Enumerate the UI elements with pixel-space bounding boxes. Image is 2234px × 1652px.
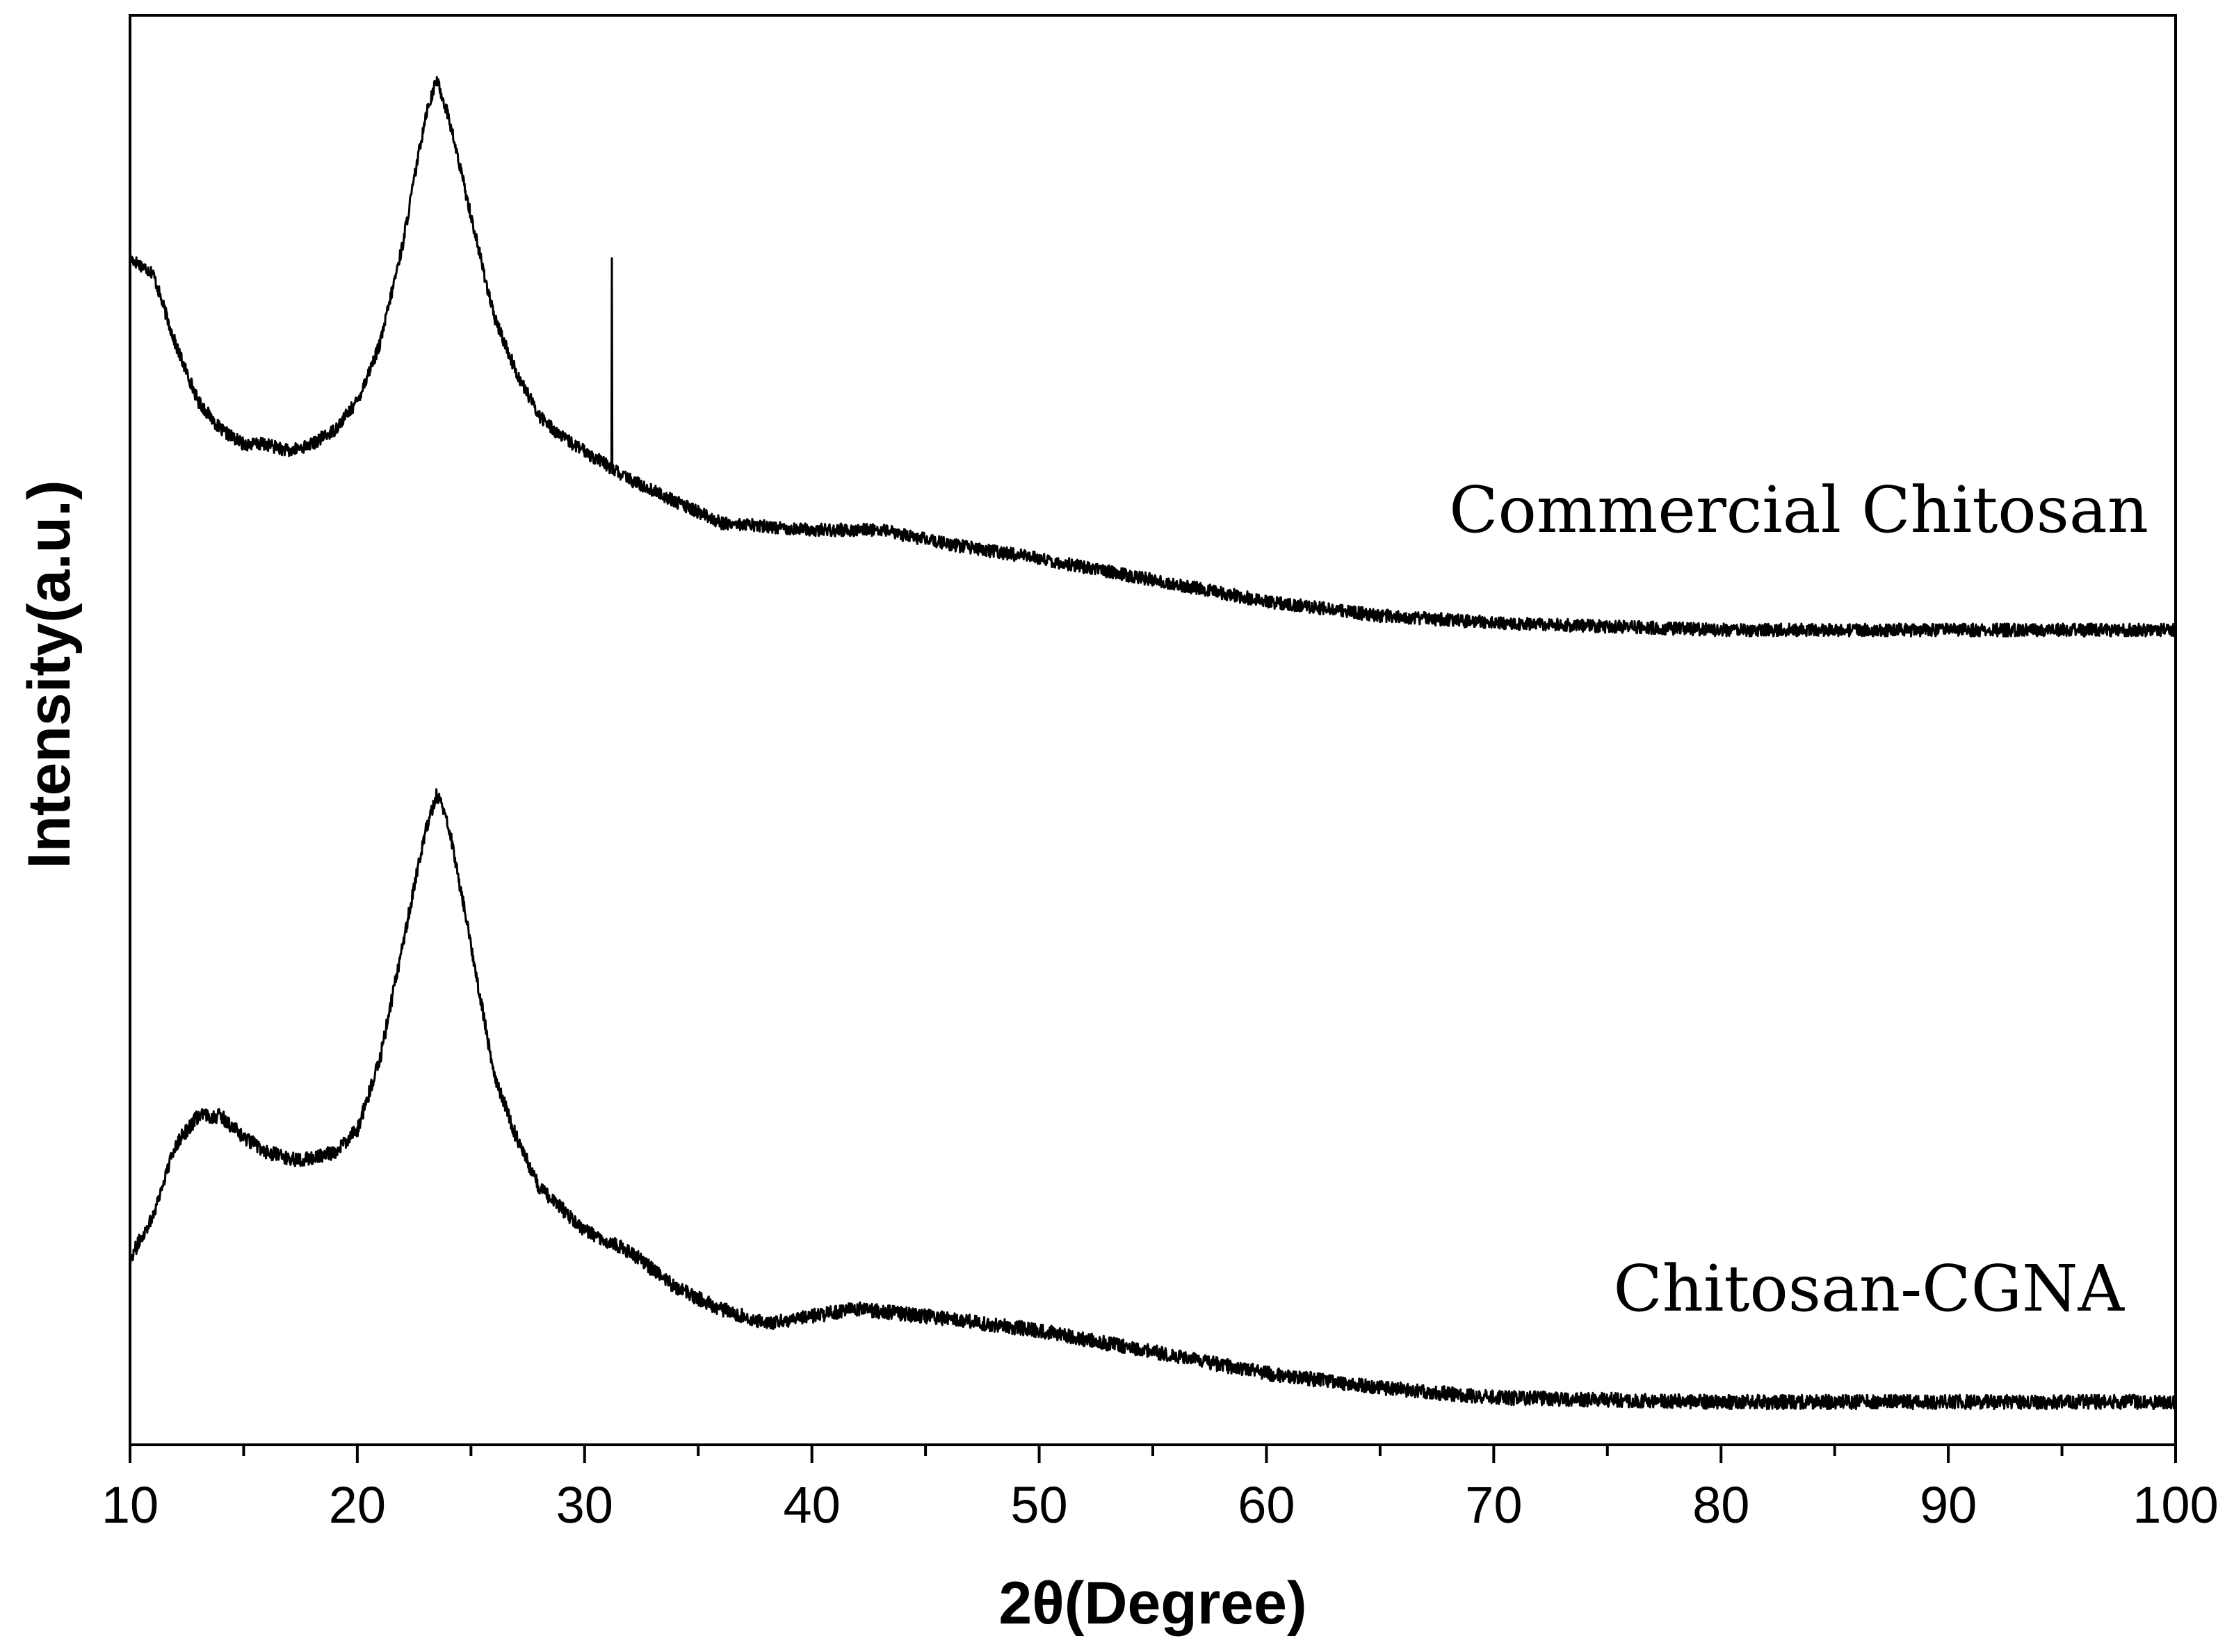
x-axis-title: 2θ(Degree) xyxy=(998,1570,1306,1637)
series-line-commercial-chitosan xyxy=(129,76,2177,638)
series-layer xyxy=(129,76,2177,1411)
plot-frame xyxy=(129,14,2177,1446)
x-axis-tick-labels: 10 20 30 40 50 60 70 80 90 100 xyxy=(102,1476,2219,1534)
x-tick-label: 60 xyxy=(1238,1476,1295,1534)
x-tick-label: 50 xyxy=(1010,1476,1067,1534)
x-tick-label: 100 xyxy=(2132,1476,2218,1534)
x-tick-label: 40 xyxy=(784,1476,841,1534)
x-tick-label: 10 xyxy=(102,1476,159,1534)
x-tick-label: 30 xyxy=(556,1476,613,1534)
x-tick-label: 20 xyxy=(329,1476,386,1534)
x-tick-label: 70 xyxy=(1465,1476,1522,1534)
series-line-chitosan-cgna xyxy=(129,788,2177,1411)
x-tick-label: 80 xyxy=(1692,1476,1749,1534)
x-tick-label: 90 xyxy=(1920,1476,1977,1534)
series-label-commercial-chitosan: Commercial Chitosan xyxy=(1449,473,2148,547)
y-axis-title: Intensity(a.u.) xyxy=(16,480,83,868)
x-axis-ticks xyxy=(129,1445,2177,1463)
series-label-chitosan-cgna: Chitosan-CGNA xyxy=(1613,1252,2125,1326)
